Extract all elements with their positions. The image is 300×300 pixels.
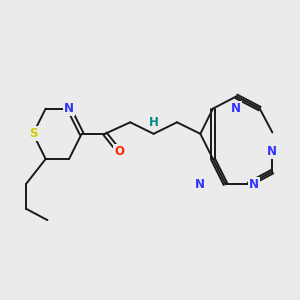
Text: H: H bbox=[149, 116, 158, 129]
Text: O: O bbox=[114, 145, 124, 158]
Text: N: N bbox=[231, 102, 241, 115]
Text: N: N bbox=[195, 178, 206, 191]
Text: S: S bbox=[29, 127, 37, 140]
Text: N: N bbox=[64, 102, 74, 115]
Text: N: N bbox=[267, 145, 277, 158]
Text: N: N bbox=[249, 178, 259, 191]
